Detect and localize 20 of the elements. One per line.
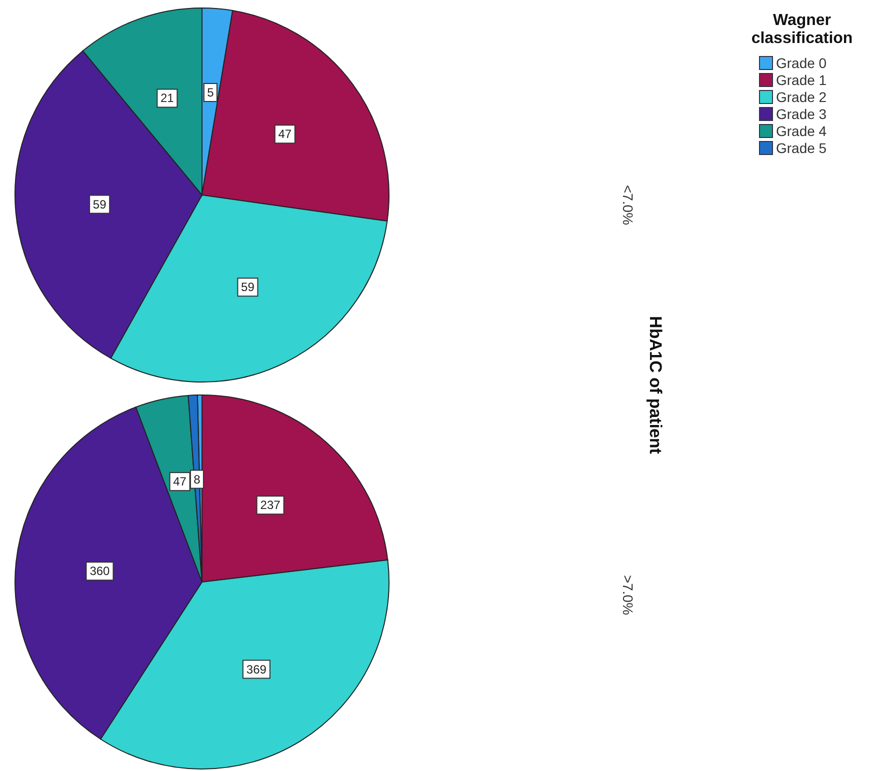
text: HbA1C of patient bbox=[645, 316, 665, 454]
data-label: 237 bbox=[260, 498, 281, 512]
legend-label: Grade 4 bbox=[775, 122, 828, 139]
data-label: 59 bbox=[92, 197, 107, 212]
legend-label: Grade 5 bbox=[775, 139, 828, 156]
data-label: 8 bbox=[194, 472, 201, 486]
data-label: 59 bbox=[241, 280, 255, 294]
legend-label: Grade 3 bbox=[775, 105, 828, 122]
data-label: 360 bbox=[90, 564, 110, 578]
legend-label: Grade 1 bbox=[775, 71, 828, 88]
legend-label: Grade 0 bbox=[775, 54, 828, 71]
data-label: 21 bbox=[160, 91, 174, 106]
legend-label: Grade 2 bbox=[775, 88, 828, 105]
data-label: 47 bbox=[173, 474, 187, 489]
legend-title: Wagner classification bbox=[750, 12, 854, 48]
slice-label: >7.0% bbox=[620, 574, 636, 616]
data-label: 369 bbox=[246, 662, 267, 676]
data-label: 47 bbox=[278, 127, 292, 142]
slice-label: <7.0% bbox=[620, 184, 636, 226]
data-label: 5 bbox=[207, 86, 214, 100]
